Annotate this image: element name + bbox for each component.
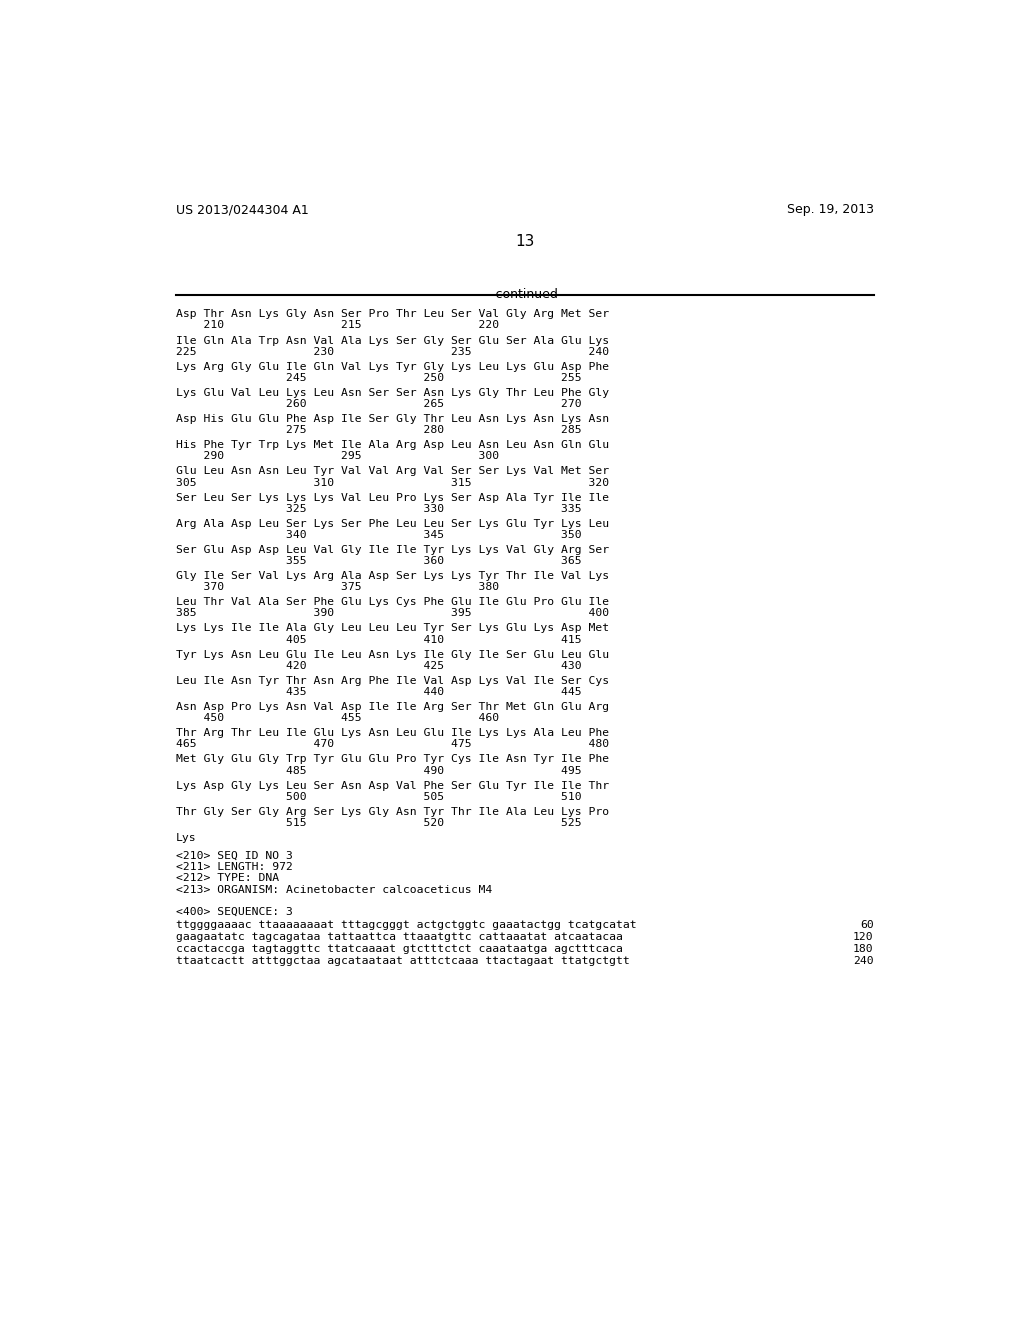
Text: Thr Gly Ser Gly Arg Ser Lys Gly Asn Tyr Thr Ile Ala Leu Lys Pro: Thr Gly Ser Gly Arg Ser Lys Gly Asn Tyr … [176,807,609,817]
Text: 340                 345                 350: 340 345 350 [176,529,582,540]
Text: Leu Thr Val Ala Ser Phe Glu Lys Cys Phe Glu Ile Glu Pro Glu Ile: Leu Thr Val Ala Ser Phe Glu Lys Cys Phe … [176,597,609,607]
Text: 120: 120 [853,932,873,942]
Text: Lys Asp Gly Lys Leu Ser Asn Asp Val Phe Ser Glu Tyr Ile Ile Thr: Lys Asp Gly Lys Leu Ser Asn Asp Val Phe … [176,780,609,791]
Text: 13: 13 [515,234,535,249]
Text: Gly Ile Ser Val Lys Arg Ala Asp Ser Lys Lys Tyr Thr Ile Val Lys: Gly Ile Ser Val Lys Arg Ala Asp Ser Lys … [176,572,609,581]
Text: 225                 230                 235                 240: 225 230 235 240 [176,347,609,356]
Text: 515                 520                 525: 515 520 525 [176,818,582,828]
Text: Ser Glu Asp Asp Leu Val Gly Ile Ile Tyr Lys Lys Val Gly Arg Ser: Ser Glu Asp Asp Leu Val Gly Ile Ile Tyr … [176,545,609,554]
Text: 355                 360                 365: 355 360 365 [176,556,582,566]
Text: 260                 265                 270: 260 265 270 [176,399,582,409]
Text: <212> TYPE: DNA: <212> TYPE: DNA [176,874,280,883]
Text: <210> SEQ ID NO 3: <210> SEQ ID NO 3 [176,851,293,861]
Text: ttaatcactt atttggctaa agcataataat atttctcaaa ttactagaat ttatgctgtt: ttaatcactt atttggctaa agcataataat atttct… [176,956,630,966]
Text: 450                 455                 460: 450 455 460 [176,713,499,723]
Text: gaagaatatc tagcagataa tattaattca ttaaatgttc cattaaatat atcaatacaa: gaagaatatc tagcagataa tattaattca ttaaatg… [176,932,623,942]
Text: 465                 470                 475                 480: 465 470 475 480 [176,739,609,750]
Text: Arg Ala Asp Leu Ser Lys Ser Phe Leu Leu Ser Lys Glu Tyr Lys Leu: Arg Ala Asp Leu Ser Lys Ser Phe Leu Leu … [176,519,609,529]
Text: Sep. 19, 2013: Sep. 19, 2013 [786,203,873,216]
Text: 180: 180 [853,944,873,954]
Text: 435                 440                 445: 435 440 445 [176,686,582,697]
Text: 325                 330                 335: 325 330 335 [176,504,582,513]
Text: US 2013/0244304 A1: US 2013/0244304 A1 [176,203,309,216]
Text: Ile Gln Ala Trp Asn Val Ala Lys Ser Gly Ser Glu Ser Ala Glu Lys: Ile Gln Ala Trp Asn Val Ala Lys Ser Gly … [176,335,609,346]
Text: ttggggaaaac ttaaaaaaaat tttagcgggt actgctggtc gaaatactgg tcatgcatat: ttggggaaaac ttaaaaaaaat tttagcgggt actgc… [176,920,637,931]
Text: 370                 375                 380: 370 375 380 [176,582,499,593]
Text: 305                 310                 315                 320: 305 310 315 320 [176,478,609,487]
Text: <213> ORGANISM: Acinetobacter calcoaceticus M4: <213> ORGANISM: Acinetobacter calcoaceti… [176,884,493,895]
Text: <211> LENGTH: 972: <211> LENGTH: 972 [176,862,293,873]
Text: Thr Arg Thr Leu Ile Glu Lys Asn Leu Glu Ile Lys Lys Ala Leu Phe: Thr Arg Thr Leu Ile Glu Lys Asn Leu Glu … [176,729,609,738]
Text: Lys Lys Ile Ile Ala Gly Leu Leu Leu Tyr Ser Lys Glu Lys Asp Met: Lys Lys Ile Ile Ala Gly Leu Leu Leu Tyr … [176,623,609,634]
Text: 240: 240 [853,956,873,966]
Text: 60: 60 [860,920,873,931]
Text: ccactaccga tagtaggttc ttatcaaaat gtctttctct caaataatga agctttcaca: ccactaccga tagtaggttc ttatcaaaat gtctttc… [176,944,623,954]
Text: Leu Ile Asn Tyr Thr Asn Arg Phe Ile Val Asp Lys Val Ile Ser Cys: Leu Ile Asn Tyr Thr Asn Arg Phe Ile Val … [176,676,609,686]
Text: Lys Glu Val Leu Lys Leu Asn Ser Ser Asn Lys Gly Thr Leu Phe Gly: Lys Glu Val Leu Lys Leu Asn Ser Ser Asn … [176,388,609,397]
Text: Asn Asp Pro Lys Asn Val Asp Ile Ile Arg Ser Thr Met Gln Glu Arg: Asn Asp Pro Lys Asn Val Asp Ile Ile Arg … [176,702,609,711]
Text: 405                 410                 415: 405 410 415 [176,635,582,644]
Text: His Phe Tyr Trp Lys Met Ile Ala Arg Asp Leu Asn Leu Asn Gln Glu: His Phe Tyr Trp Lys Met Ile Ala Arg Asp … [176,441,609,450]
Text: 500                 505                 510: 500 505 510 [176,792,582,801]
Text: Met Gly Glu Gly Trp Tyr Glu Glu Pro Tyr Cys Ile Asn Tyr Ile Phe: Met Gly Glu Gly Trp Tyr Glu Glu Pro Tyr … [176,755,609,764]
Text: Glu Leu Asn Asn Leu Tyr Val Val Arg Val Ser Ser Lys Val Met Ser: Glu Leu Asn Asn Leu Tyr Val Val Arg Val … [176,466,609,477]
Text: 385                 390                 395                 400: 385 390 395 400 [176,609,609,619]
Text: Lys: Lys [176,833,197,843]
Text: 245                 250                 255: 245 250 255 [176,372,582,383]
Text: <400> SEQUENCE: 3: <400> SEQUENCE: 3 [176,907,293,917]
Text: -continued: -continued [492,288,558,301]
Text: 275                 280                 285: 275 280 285 [176,425,582,436]
Text: Ser Leu Ser Lys Lys Lys Val Leu Pro Lys Ser Asp Ala Tyr Ile Ile: Ser Leu Ser Lys Lys Lys Val Leu Pro Lys … [176,492,609,503]
Text: 420                 425                 430: 420 425 430 [176,661,582,671]
Text: Asp Thr Asn Lys Gly Asn Ser Pro Thr Leu Ser Val Gly Arg Met Ser: Asp Thr Asn Lys Gly Asn Ser Pro Thr Leu … [176,309,609,319]
Text: Asp His Glu Glu Phe Asp Ile Ser Gly Thr Leu Asn Lys Asn Lys Asn: Asp His Glu Glu Phe Asp Ile Ser Gly Thr … [176,414,609,424]
Text: 485                 490                 495: 485 490 495 [176,766,582,776]
Text: 290                 295                 300: 290 295 300 [176,451,499,462]
Text: Tyr Lys Asn Leu Glu Ile Leu Asn Lys Ile Gly Ile Ser Glu Leu Glu: Tyr Lys Asn Leu Glu Ile Leu Asn Lys Ile … [176,649,609,660]
Text: 210                 215                 220: 210 215 220 [176,321,499,330]
Text: Lys Arg Gly Glu Ile Gln Val Lys Tyr Gly Lys Leu Lys Glu Asp Phe: Lys Arg Gly Glu Ile Gln Val Lys Tyr Gly … [176,362,609,372]
